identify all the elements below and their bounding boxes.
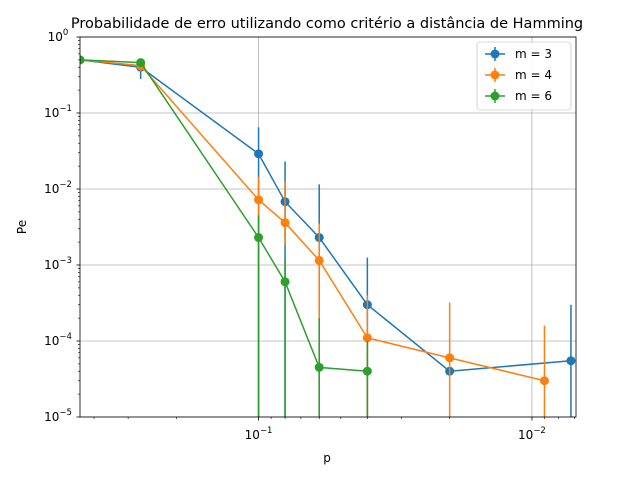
y-tick-label: 100 xyxy=(48,28,69,44)
data-point xyxy=(314,362,324,372)
series-line xyxy=(80,59,572,373)
tick-labels: 10−1 10−2 100 10−1 10−2 10−3 10−4 10−5 xyxy=(44,28,546,442)
y-tick-label: 10−1 xyxy=(44,104,72,120)
legend-label: m = 4 xyxy=(515,68,552,82)
data-point xyxy=(362,333,372,343)
y-tick-label: 10−2 xyxy=(44,180,72,196)
legend: m = 3 m = 4 m = 6 xyxy=(476,41,572,111)
y-tick-label: 10−5 xyxy=(44,408,72,424)
x-axis-label: p xyxy=(323,451,331,465)
legend-box xyxy=(476,41,572,111)
major-ticks xyxy=(76,36,533,421)
y-tick-label: 10−3 xyxy=(44,256,72,272)
series-3 xyxy=(80,55,372,417)
y-tick-label: 10−4 xyxy=(44,332,72,348)
chart-title: Probabilidade de erro utilizando como cr… xyxy=(71,16,583,32)
data-point xyxy=(254,149,264,159)
y-axis-label: Pe xyxy=(15,220,29,234)
legend-label: m = 3 xyxy=(515,47,552,61)
series-line xyxy=(80,59,545,382)
data-point xyxy=(280,277,290,287)
legend-item: m = 3 xyxy=(485,47,552,61)
legend-item: m = 4 xyxy=(485,68,552,82)
legend-marker xyxy=(490,70,500,80)
data-point xyxy=(566,356,576,366)
series-layer xyxy=(80,55,576,417)
data-point xyxy=(254,195,264,205)
data-point xyxy=(445,353,455,363)
x-tick-label: 10−2 xyxy=(518,426,546,442)
data-point xyxy=(314,255,324,265)
plot-frame xyxy=(79,36,577,418)
legend-marker xyxy=(490,91,500,101)
data-point xyxy=(254,233,264,243)
data-point xyxy=(280,218,290,228)
legend-marker xyxy=(490,49,500,59)
data-point xyxy=(80,55,85,65)
x-tick-label: 10−1 xyxy=(245,426,273,442)
legend-label: m = 6 xyxy=(515,89,552,103)
data-point xyxy=(136,58,146,68)
legend-item: m = 6 xyxy=(485,89,552,103)
series-body xyxy=(80,55,576,417)
series-line xyxy=(80,59,368,372)
data-point xyxy=(362,366,372,376)
data-point xyxy=(539,376,549,386)
